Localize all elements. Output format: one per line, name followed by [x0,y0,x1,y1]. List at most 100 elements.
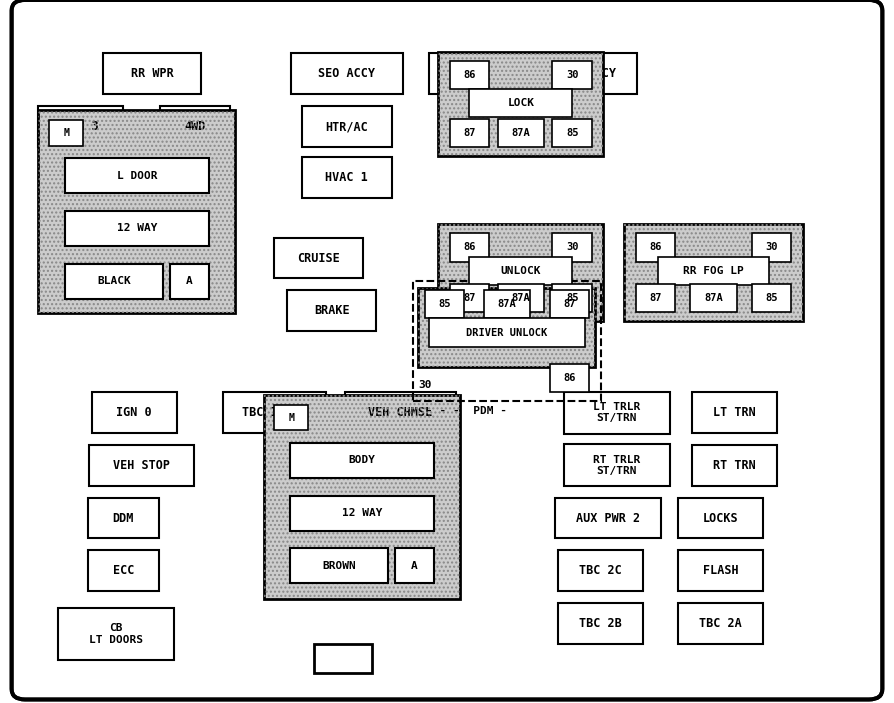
Text: 12 WAY: 12 WAY [116,224,157,233]
Text: 86: 86 [649,243,662,252]
Text: HVAC 1: HVAC 1 [325,171,368,183]
Text: IGN 0: IGN 0 [116,406,152,419]
Bar [679,498,763,538]
Bar [690,284,737,312]
Text: 86: 86 [563,373,576,383]
Bar [395,548,434,583]
Text: M: M [289,413,294,423]
Bar [302,157,392,198]
Bar [636,233,675,262]
Bar [274,238,363,278]
Bar [550,290,589,318]
Bar [438,224,603,321]
Text: 87: 87 [649,293,662,303]
Bar [291,443,434,478]
Text: L DOOR: L DOOR [116,171,157,181]
Text: AUX PWR 2: AUX PWR 2 [576,512,640,524]
Bar [58,607,174,661]
Text: 85: 85 [438,299,451,309]
Bar [555,498,661,538]
Bar [88,550,159,591]
Text: 87: 87 [463,128,476,138]
Bar [552,61,592,89]
Bar [429,53,519,94]
Text: LOCK: LOCK [507,98,535,108]
Text: FLASH: FLASH [703,565,738,577]
Bar [103,53,201,94]
Bar [264,395,460,599]
Bar [558,603,643,644]
Bar [315,644,373,673]
Bar [558,550,643,591]
Bar [438,52,603,156]
Text: DDM: DDM [113,512,134,524]
Text: TBC 2A: TBC 2A [699,617,742,630]
Bar [224,392,325,433]
Text: TBC 2C: TBC 2C [579,565,622,577]
Bar [91,392,176,433]
Bar [170,264,208,299]
Text: BLACK: BLACK [97,276,131,286]
Bar [552,233,592,262]
Text: 87A: 87A [511,293,530,303]
Bar [564,392,670,434]
Text: ECC: ECC [113,565,134,577]
Bar [692,445,777,486]
Bar [38,110,235,313]
Text: 12 WAY: 12 WAY [342,508,383,518]
Bar [469,257,572,285]
Bar [450,284,489,312]
Text: IGN 3: IGN 3 [63,120,98,133]
Bar [438,52,603,156]
Bar [450,61,489,89]
Text: 86: 86 [463,243,476,252]
Text: 87: 87 [563,299,576,309]
Bar [413,281,601,401]
Text: DRIVER UNLOCK: DRIVER UNLOCK [467,328,547,337]
Text: 30: 30 [566,243,578,252]
Bar [429,318,585,347]
Text: 87A: 87A [704,293,722,303]
Bar [302,106,392,147]
Bar [692,392,777,433]
Text: RT TRN: RT TRN [713,459,756,472]
Text: CRUISE: CRUISE [297,252,340,264]
Bar [345,392,456,433]
Bar [418,288,595,367]
Bar [752,284,791,312]
Bar [287,290,376,331]
Text: TBC ACCY: TBC ACCY [559,67,616,80]
Text: 30: 30 [765,243,778,252]
Bar [552,119,592,147]
Bar [564,444,670,486]
Text: 85: 85 [765,293,778,303]
Bar [291,496,434,531]
Text: RR WPR: RR WPR [131,67,173,80]
Text: LT TRN: LT TRN [713,406,756,419]
Bar [65,211,208,246]
Bar [752,233,791,262]
Bar [497,119,544,147]
FancyBboxPatch shape [12,0,882,699]
Text: LOCKS: LOCKS [703,512,738,524]
Bar [264,395,460,599]
Text: TBC 2B: TBC 2B [579,617,622,630]
Text: 87A: 87A [511,128,530,138]
Text: 87A: 87A [498,299,516,309]
Bar [450,233,489,262]
Text: WS WPR: WS WPR [452,67,495,80]
Text: VEH CHMSL: VEH CHMSL [368,406,433,419]
Bar [679,550,763,591]
Bar [49,120,83,146]
Bar [624,224,803,321]
Text: TBC IGN 0: TBC IGN 0 [242,406,307,419]
Text: 85: 85 [566,293,578,303]
Bar [38,110,235,313]
Text: SEO ACCY: SEO ACCY [318,67,375,80]
Text: BROWN: BROWN [322,561,356,571]
Bar [438,224,603,321]
Text: A: A [411,561,417,571]
Bar [418,288,595,367]
Text: VEH STOP: VEH STOP [113,459,170,472]
Text: 30: 30 [418,380,432,390]
